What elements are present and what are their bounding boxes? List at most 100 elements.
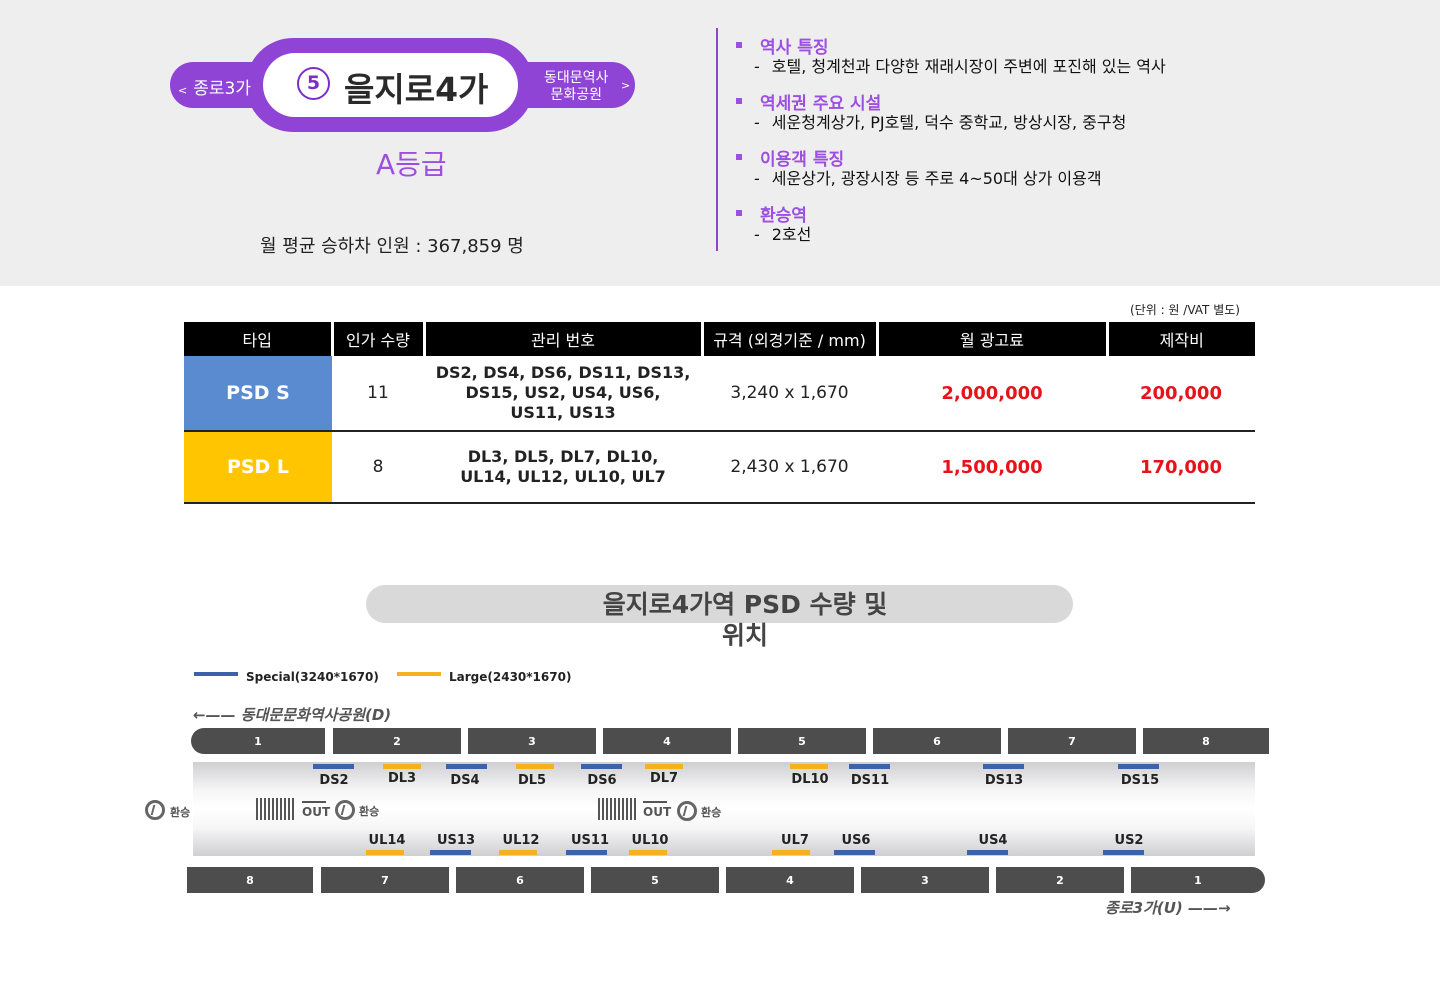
codes-cell: DL3, DL5, DL7, DL10, UL14, UL12, UL10, U…: [424, 431, 702, 504]
train-car: 2: [996, 867, 1124, 893]
info-title: 이용객 특징: [760, 149, 845, 170]
legend-special: Special(3240*1670): [194, 670, 379, 684]
dash-icon: -: [754, 169, 760, 188]
train-car: 5: [738, 728, 866, 754]
legend-large-line: [397, 672, 441, 676]
train-car: 4: [726, 867, 854, 893]
psd-marker-special: [1118, 764, 1159, 769]
dash-icon: -: [754, 113, 760, 132]
type-cell: PSD S: [184, 356, 332, 432]
dash-icon: -: [754, 225, 760, 244]
train-car: 6: [456, 867, 584, 893]
qty-cell: 11: [332, 356, 424, 432]
psd-label: DS2: [319, 773, 349, 788]
fare-gate-icon: [598, 798, 638, 820]
psd-marker-large: [790, 764, 828, 769]
divider-line: [716, 28, 718, 251]
direction-bottom-label: 종로3가(U): [1105, 899, 1183, 917]
psd-marker-special: [566, 850, 607, 855]
next-station: 동대문역사 문화공원: [544, 70, 608, 104]
info-title: 환승역: [760, 205, 807, 226]
exit-label: OUT: [302, 801, 331, 819]
prev-station-label: 종로3가: [193, 79, 251, 99]
monthly-fee-cell: 2,000,000: [877, 356, 1107, 432]
psd-marker-special: [834, 850, 875, 855]
psd-label: US13: [436, 833, 476, 848]
direction-top-label: 동대문문화역사공원(D): [240, 706, 392, 724]
column-header: 인가 수량: [330, 322, 424, 356]
column-header: 월 광고료: [875, 322, 1107, 356]
psd-marker-large: [772, 850, 810, 855]
info-item: 환승역 -2호선: [736, 202, 1336, 258]
train-car: 3: [468, 728, 596, 754]
exit-label: OUT: [643, 801, 672, 819]
direction-top: ←—— 동대문문화역사공원(D): [193, 704, 391, 725]
table-row: PSD L 8 DL3, DL5, DL7, DL10, UL14, UL12,…: [184, 431, 1255, 504]
qty-cell: 8: [332, 431, 424, 504]
train-car: 7: [321, 867, 449, 893]
column-header: 관리 번호: [422, 322, 702, 356]
train-car: 5: [591, 867, 719, 893]
legend-large-label: Large(2430*1670): [449, 670, 572, 684]
psd-label: DL5: [517, 773, 547, 788]
train-car: 7: [1008, 728, 1136, 754]
price-table: 타입 인가 수량 관리 번호 규격 (외경기준 / mm) 월 광고료 제작비 …: [184, 322, 1255, 504]
station-summary-panel: [0, 0, 1440, 286]
map-title: 을지로4가역 PSD 수량 및 위치: [560, 589, 930, 651]
transfer-label: 환승: [359, 805, 380, 818]
info-detail: 호텔, 청계천과 다양한 재래시장이 주변에 포진해 있는 역사: [771, 57, 1166, 76]
psd-label: DS13: [984, 773, 1024, 788]
psd-label: DS6: [587, 773, 617, 788]
prev-station: < 종로3가: [178, 74, 251, 99]
psd-marker-special: [446, 764, 487, 769]
production-fee-cell: 170,000: [1107, 431, 1255, 504]
psd-marker-special: [983, 764, 1024, 769]
psd-marker-large: [645, 764, 683, 769]
codes-cell: DS2, DS4, DS6, DS11, DS13, DS15, US2, US…: [424, 356, 702, 432]
map-title-line1: 을지로4가역 PSD 수량 및: [602, 590, 888, 619]
column-header: 타입: [184, 322, 332, 356]
psd-marker-large: [499, 850, 537, 855]
map-title-banner: [366, 585, 1073, 623]
table-header-row: 타입 인가 수량 관리 번호 규격 (외경기준 / mm) 월 광고료 제작비: [184, 322, 1255, 356]
legend-special-label: Special(3240*1670): [246, 670, 379, 684]
monthly-ridership: 월 평균 승하차 인원 : 367,859 명: [260, 236, 524, 257]
train-car: 8: [187, 867, 313, 893]
platform: [193, 762, 1255, 856]
psd-label: DS15: [1120, 773, 1160, 788]
info-detail: 세운청계상가, PJ호텔, 덕수 중학교, 방상시장, 중구청: [771, 113, 1127, 132]
psd-label: UL12: [502, 833, 540, 848]
psd-label: US4: [978, 833, 1008, 848]
codes-line: DS2, DS4, DS6, DS11, DS13,: [435, 363, 691, 382]
column-header: 제작비: [1105, 322, 1255, 356]
psd-label: DL3: [387, 771, 417, 786]
bullet-square-icon: [736, 154, 742, 160]
size-cell: 3,240 x 1,670: [702, 356, 877, 432]
transfer-label: 환승: [701, 806, 722, 819]
codes-line: DL3, DL5, DL7, DL10,: [467, 447, 659, 466]
right-arrow-icon: ——→: [1182, 899, 1231, 917]
type-cell: PSD L: [184, 431, 332, 504]
psd-marker-special: [1103, 850, 1144, 855]
station-grade: A등급: [376, 148, 447, 181]
station-info-list: 역사 특징 - 호텔, 청계천과 다양한 재래시장이 주변에 포진해 있는 역사 …: [736, 34, 1336, 258]
train-car: 4: [603, 728, 731, 754]
psd-marker-special: [849, 764, 890, 769]
bullet-square-icon: [736, 42, 742, 48]
psd-marker-large: [366, 850, 404, 855]
psd-label: DL10: [791, 772, 829, 787]
psd-label: UL14: [368, 833, 406, 848]
psd-label: UL7: [781, 833, 809, 848]
next-station-line2: 문화공원: [550, 87, 602, 103]
legend-large: Large(2430*1670): [397, 670, 571, 684]
info-item: 이용객 특징 - 세운상가, 광장시장 등 주로 4~50대 상가 이용객: [736, 146, 1336, 202]
column-header: 규격 (외경기준 / mm): [700, 322, 877, 356]
train-car: 2: [333, 728, 461, 754]
info-detail: 2호선: [771, 225, 812, 244]
info-detail: 세운상가, 광장시장 등 주로 4~50대 상가 이용객: [771, 169, 1102, 188]
production-fee-cell: 200,000: [1107, 356, 1255, 432]
train-car: 1: [191, 728, 325, 754]
legend-special-line: [194, 672, 238, 676]
next-station-line1: 동대문역사: [544, 70, 609, 86]
psd-label: US11: [570, 833, 610, 848]
